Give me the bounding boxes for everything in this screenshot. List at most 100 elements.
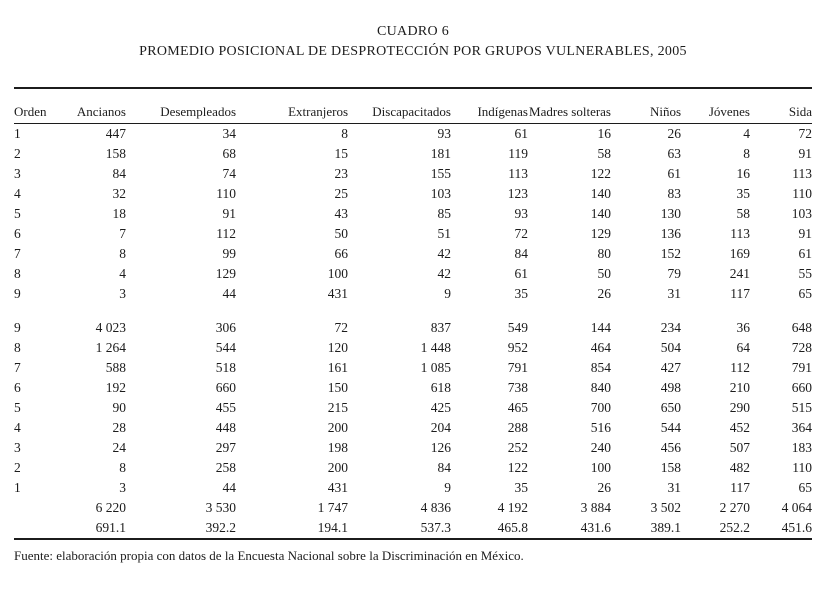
cell: 840 xyxy=(590,380,611,395)
cell: 169 xyxy=(729,246,750,261)
cell: 8 xyxy=(743,146,750,161)
cell: 112 xyxy=(216,226,236,241)
cell: 103 xyxy=(430,186,451,201)
cell: 3 530 xyxy=(205,500,236,515)
cell: 1 xyxy=(14,126,21,141)
cell: 155 xyxy=(430,166,451,181)
cell: 306 xyxy=(215,320,236,335)
cell: 28 xyxy=(112,420,127,435)
cell: 36 xyxy=(736,320,751,335)
cell: 65 xyxy=(798,480,813,495)
table-subtitle: PROMEDIO POSICIONAL DE DESPROTECCIÓN POR… xyxy=(139,44,687,59)
cell: 700 xyxy=(590,400,611,415)
cell: 113 xyxy=(508,166,528,181)
cell: 648 xyxy=(791,320,812,335)
cell: 6 xyxy=(14,380,21,395)
cell: 8 xyxy=(119,460,126,475)
cell: 691.1 xyxy=(95,520,126,535)
cell xyxy=(14,498,62,518)
cell: 8 xyxy=(14,266,21,281)
column-header: Jóvenes xyxy=(681,88,750,124)
cell xyxy=(611,304,681,318)
cell: 427 xyxy=(660,360,681,375)
cell: 465 xyxy=(507,400,528,415)
cell: 448 xyxy=(215,420,236,435)
cell: 158 xyxy=(105,146,126,161)
cell: 61 xyxy=(514,126,529,141)
cell: 7 xyxy=(119,226,126,241)
cell: 129 xyxy=(215,266,236,281)
cell: 364 xyxy=(791,420,812,435)
cell: 194.1 xyxy=(317,520,348,535)
cell: 9 xyxy=(444,286,451,301)
cell: 431 xyxy=(327,480,348,495)
cell: 34 xyxy=(222,126,237,141)
cell: 58 xyxy=(597,146,612,161)
cell: 431 xyxy=(327,286,348,301)
totals-row: 6 220 3 530 1 747 4 836 4 192 3 884 3 502 2 270… xyxy=(14,498,812,518)
cell: 72 xyxy=(514,226,529,241)
cell: 110 xyxy=(792,186,812,201)
cell: 8 xyxy=(341,126,348,141)
cell: 140 xyxy=(590,206,611,221)
cell: 93 xyxy=(514,206,529,221)
cell: 23 xyxy=(334,166,349,181)
cell xyxy=(236,304,348,318)
cell: 4 xyxy=(119,266,126,281)
cell: 26 xyxy=(597,480,612,495)
cell: 129 xyxy=(590,226,611,241)
cell: 4 192 xyxy=(497,500,528,515)
cell: 6 220 xyxy=(95,500,126,515)
cell: 35 xyxy=(736,186,751,201)
cell: 456 xyxy=(660,440,681,455)
cell: 9 xyxy=(14,286,21,301)
cell: 112 xyxy=(730,360,750,375)
cell: 738 xyxy=(507,380,528,395)
data-table-container: Orden Ancianos Desempleados Extranjeros Disc… xyxy=(14,87,812,540)
cell: 7 xyxy=(14,360,21,375)
table-row: 6 192 660 150 618 738 840 498 210 660 xyxy=(14,378,812,398)
cell: 68 xyxy=(222,146,237,161)
table-row: 1 3 44 431 9 35 26 31 117 65 xyxy=(14,478,812,498)
cell: 3 502 xyxy=(650,500,681,515)
cell: 44 xyxy=(222,286,237,301)
table-row: 2 158 68 15 181 119 58 63 8 91 xyxy=(14,144,812,164)
cell: 9 xyxy=(14,320,21,335)
spacer-row xyxy=(14,304,812,318)
cell xyxy=(14,518,62,539)
cell: 465.8 xyxy=(497,520,528,535)
cell: 1 448 xyxy=(420,340,451,355)
table-body: 1 447 34 8 93 61 16 26 4 72 2 158 68 15 181 119 58 63 8 91 3… xyxy=(14,124,812,540)
cell: 100 xyxy=(327,266,348,281)
cell: 31 xyxy=(667,286,682,301)
cell: 660 xyxy=(215,380,236,395)
cell: 464 xyxy=(590,340,611,355)
cell: 252 xyxy=(507,440,528,455)
column-header: Orden xyxy=(14,88,62,124)
cell: 16 xyxy=(597,126,612,141)
cell: 837 xyxy=(430,320,451,335)
table-row: 1 447 34 8 93 61 16 26 4 72 xyxy=(14,124,812,145)
cell: 200 xyxy=(327,460,348,475)
cell: 61 xyxy=(514,266,529,281)
cell: 103 xyxy=(791,206,812,221)
cell: 4 xyxy=(14,186,21,201)
cell: 24 xyxy=(112,440,127,455)
cell: 2 xyxy=(14,460,21,475)
cell: 42 xyxy=(437,246,452,261)
cell: 290 xyxy=(729,400,750,415)
cell: 18 xyxy=(112,206,127,221)
cell: 26 xyxy=(597,286,612,301)
cell: 113 xyxy=(792,166,812,181)
cell: 389.1 xyxy=(650,520,681,535)
cell: 35 xyxy=(514,286,529,301)
cell: 192 xyxy=(105,380,126,395)
source-note: Fuente: elaboración propia con datos de … xyxy=(14,548,524,563)
cell: 83 xyxy=(667,186,682,201)
cell: 126 xyxy=(430,440,451,455)
cell: 451.6 xyxy=(781,520,812,535)
cell: 4 xyxy=(14,420,21,435)
cell: 650 xyxy=(660,400,681,415)
cell: 74 xyxy=(222,166,237,181)
cell: 110 xyxy=(216,186,236,201)
